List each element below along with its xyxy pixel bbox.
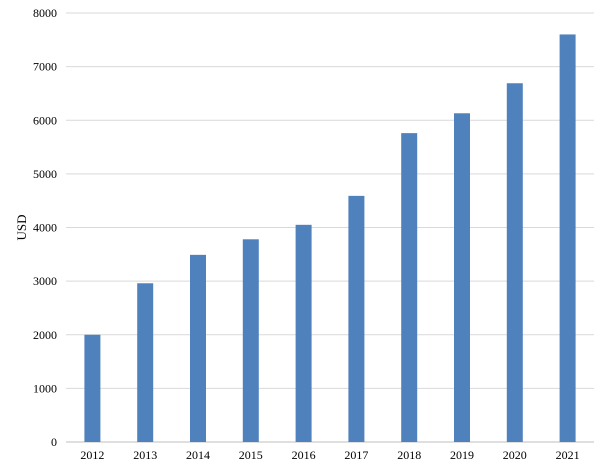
- y-tick-label: 8000: [33, 6, 57, 20]
- y-tick-label: 5000: [33, 167, 57, 181]
- bar-2021: [559, 34, 576, 442]
- x-tick-label: 2019: [450, 448, 474, 461]
- y-tick-label: 1000: [33, 381, 57, 395]
- bars: [84, 34, 576, 442]
- y-tick-label: 3000: [33, 274, 57, 288]
- bar-2014: [190, 254, 206, 442]
- y-tick-label: 7000: [33, 60, 57, 74]
- x-tick-label: 2016: [292, 448, 316, 461]
- x-tick-label: 2015: [239, 448, 263, 461]
- x-tick-label: 2017: [344, 448, 368, 461]
- x-tick-label: 2020: [503, 448, 527, 461]
- bar-2012: [84, 334, 101, 442]
- y-tick-label: 0: [51, 435, 57, 449]
- bar-2013: [137, 283, 154, 442]
- bar-2016: [295, 224, 312, 442]
- x-tick-label: 2021: [556, 448, 580, 461]
- x-tick-label: 2014: [186, 448, 210, 461]
- x-tick-label: 2012: [80, 448, 104, 461]
- x-tick-label: 2018: [397, 448, 421, 461]
- x-tick-labels: 2012 2013 2014 2015 2016 2017 2018 2019 2020 2021: [80, 448, 579, 461]
- bar-2020: [506, 83, 523, 442]
- y-tick-labels: 0 1000 2000 3000 4000 5000 6000 7000 8000: [33, 6, 57, 449]
- bar-2018: [401, 133, 418, 442]
- bar-2017: [348, 195, 365, 442]
- y-tick-label: 2000: [33, 328, 57, 342]
- bar-2015: [242, 239, 259, 442]
- y-tick-label: 6000: [33, 113, 57, 127]
- x-tick-label: 2013: [133, 448, 157, 461]
- gridlines: [66, 12, 594, 443]
- y-tick-label: 4000: [33, 221, 57, 235]
- bar-2019: [454, 113, 470, 442]
- y-axis-title: USD: [14, 214, 29, 240]
